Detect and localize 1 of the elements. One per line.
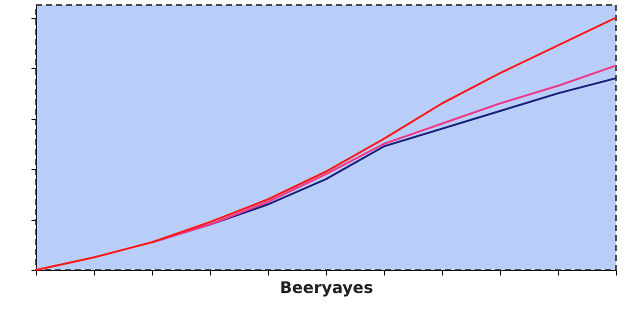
x-axis-title: Beeryayes xyxy=(280,278,374,297)
